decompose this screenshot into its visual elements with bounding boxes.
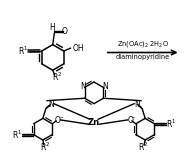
Text: O: O [62, 27, 67, 36]
Text: R$^1$: R$^1$ [12, 128, 22, 141]
Text: R$^2$: R$^2$ [52, 71, 62, 83]
Text: OH: OH [73, 44, 84, 53]
Text: R$^1$: R$^1$ [18, 45, 28, 57]
Text: O: O [54, 116, 60, 125]
Text: diaminopyridine: diaminopyridine [115, 54, 170, 60]
Text: R$^2$: R$^2$ [40, 141, 50, 153]
Text: N: N [80, 82, 86, 91]
Text: R$^1$: R$^1$ [166, 118, 176, 130]
Text: Zn: Zn [88, 118, 100, 127]
Text: N: N [102, 82, 108, 91]
Text: $^-$: $^-$ [59, 116, 64, 121]
Text: N: N [48, 100, 54, 109]
Text: R$^2$: R$^2$ [138, 141, 148, 153]
Text: N: N [134, 100, 140, 109]
Text: H: H [49, 23, 55, 33]
Text: O: O [128, 116, 134, 125]
Text: $^-$: $^-$ [131, 116, 137, 121]
Text: Zn(OAc)$_2$ 2H$_2$O: Zn(OAc)$_2$ 2H$_2$O [117, 39, 169, 49]
